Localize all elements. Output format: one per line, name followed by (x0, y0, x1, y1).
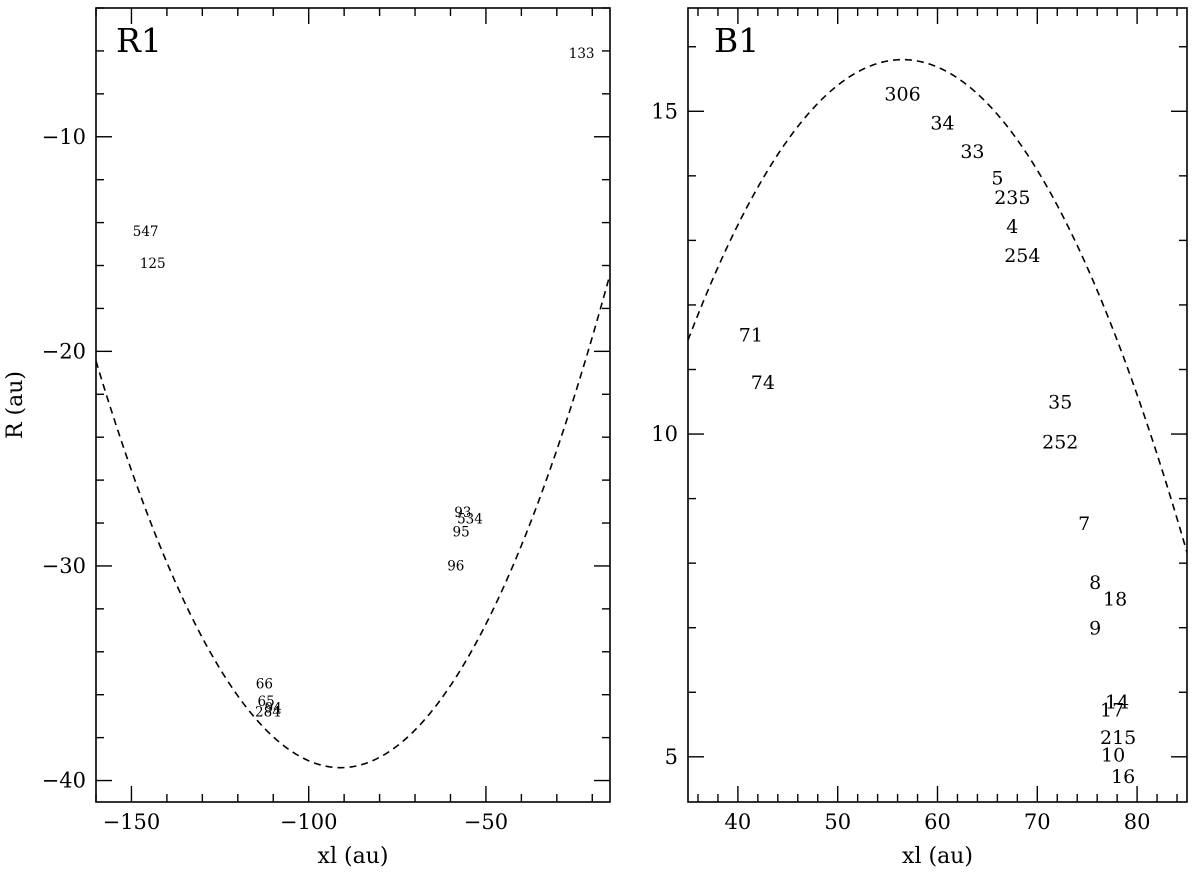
panel-b1-point-label: 74 (751, 372, 775, 394)
panel-r1-point-label: 65 (258, 694, 275, 710)
panel-r1-title: R1 (116, 21, 162, 60)
panel-b1-point-label: 7 (1078, 513, 1090, 535)
panel-b1-x-tick-label: 50 (824, 810, 851, 834)
panel-b1-x-tick-label: 80 (1124, 810, 1151, 834)
panel-b1-point-label: 9 (1089, 617, 1101, 639)
panel-b1-point-label: 8 (1089, 572, 1101, 594)
panel-r1-point-label: 547 (133, 224, 159, 240)
panel-r1-point-label: 66 (256, 677, 273, 693)
panel-r1-point-label: 94 (265, 700, 282, 716)
panel-b1-point-label: 33 (960, 141, 984, 163)
panel-r1-point-label: 125 (140, 256, 166, 272)
panel-b1-point-label: 4 (1006, 216, 1018, 238)
panel-b1-point-label: 235 (994, 187, 1030, 209)
panel-b1-x-axis-label: xl (au) (902, 844, 973, 869)
panel-b1-x-tick-label: 60 (924, 810, 951, 834)
panel-b1-point-label: 17 (1100, 699, 1124, 721)
panel-b1-point-label: 215 (1100, 727, 1136, 749)
panel-r1-point-label: 133 (569, 46, 595, 62)
panel-r1-y-tick-label: −20 (42, 339, 86, 363)
panel-r1-y-axis-label: R (au) (3, 371, 28, 439)
panel-b1-y-tick-label: 5 (665, 745, 678, 769)
panel-b1-point-label: 35 (1048, 391, 1072, 413)
panel-r1-y-tick-label: −30 (42, 554, 86, 578)
panel-b1-title: B1 (714, 21, 759, 60)
panel-r1-point-label: 284 (255, 705, 281, 721)
panel-b1-point-label: 306 (884, 84, 920, 106)
panel-r1-x-tick-label: −100 (280, 810, 338, 834)
panel-b1-point-label: 254 (1004, 245, 1040, 267)
panel-b1-point-label: 18 (1103, 588, 1127, 610)
panel-r1-x-tick-label: −150 (103, 810, 161, 834)
panel-r1-point-label: 534 (457, 511, 483, 527)
panel-b1: 3063433523542547174352527818914172151016… (651, 7, 1188, 869)
panel-b1-y-tick-label: 15 (651, 99, 678, 123)
panel-r1-tick-labels: −150 −100 −50 −10 −20 −30 −40 (42, 125, 508, 834)
panel-b1-x-tick-label: 70 (1024, 810, 1051, 834)
panel-b1-point-label: 16 (1111, 766, 1135, 788)
panel-b1-ticks (688, 8, 1187, 802)
panel-b1-fit-curve (688, 58, 1187, 553)
panel-b1-tick-labels: 40 50 60 70 80 5 10 15 (651, 99, 1150, 834)
panel-r1-point-label: 93 (454, 505, 471, 521)
panel-r1-point-label: 96 (447, 559, 464, 575)
panel-b1-point-label: 5 (991, 167, 1003, 189)
panel-r1-y-tick-label: −10 (42, 125, 86, 149)
panel-b1-point-label: 71 (739, 324, 763, 346)
panel-b1-point-label: 14 (1105, 692, 1129, 714)
panel-b1-x-tick-label: 40 (725, 810, 752, 834)
panel-r1-fit-curve (96, 274, 610, 769)
panel-r1-frame (95, 7, 611, 803)
panel-r1-ticks (95, 7, 610, 802)
panel-r1-y-tick-label: −40 (42, 769, 86, 793)
panel-b1-point-label: 34 (930, 113, 954, 135)
panel-r1-x-axis-label: xl (au) (318, 844, 389, 869)
panel-b1-point-label: 10 (1101, 745, 1125, 767)
panel-r1-point-label: 95 (453, 524, 470, 540)
panel-b1-y-tick-label: 10 (651, 422, 678, 446)
panel-b1-point-label: 252 (1042, 431, 1078, 453)
panel-r1-x-tick-label: −50 (464, 810, 508, 834)
